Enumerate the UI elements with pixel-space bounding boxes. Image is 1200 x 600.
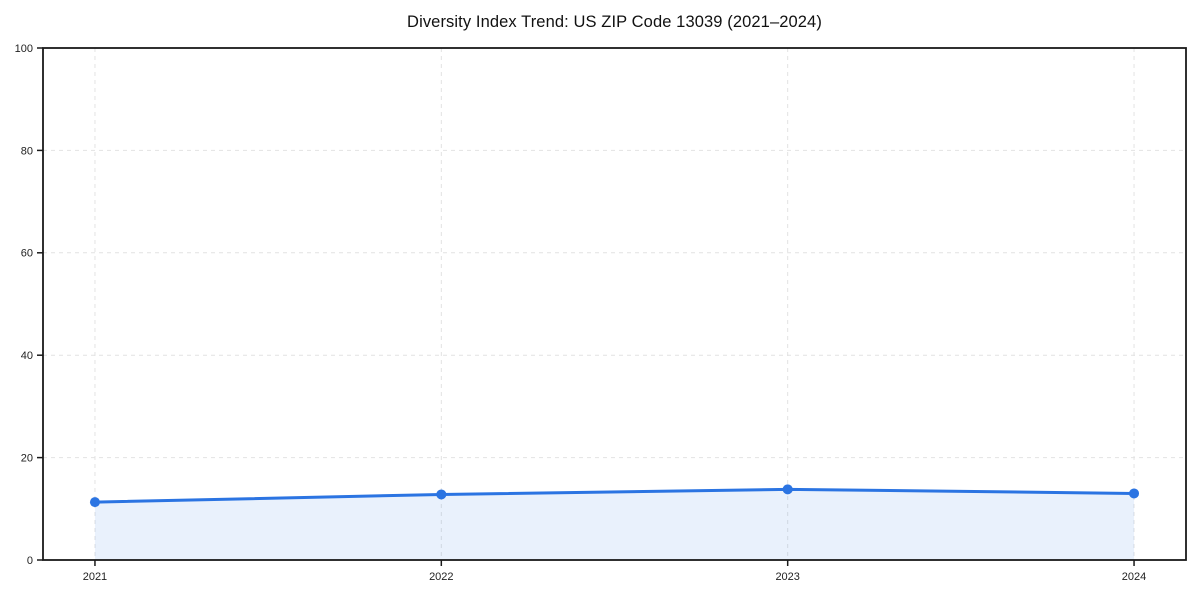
data-point-2024 <box>1129 488 1140 499</box>
data-point-2021 <box>89 497 100 508</box>
y-tick-label: 60 <box>21 248 33 260</box>
data-point-2022 <box>436 489 447 500</box>
y-tick-label: 20 <box>21 452 33 464</box>
x-tick-label: 2022 <box>429 571 453 583</box>
y-tick-label: 40 <box>21 350 33 362</box>
plot-border <box>42 47 1187 561</box>
chart-title: Diversity Index Trend: US ZIP Code 13039… <box>407 13 822 31</box>
trend-line <box>93 487 1136 504</box>
x-tick-label: 2021 <box>83 571 107 583</box>
data-point-2023 <box>782 484 793 495</box>
x-tick-label: 2024 <box>1122 571 1146 583</box>
plot-background <box>43 48 1186 560</box>
x-tick-label: 2023 <box>775 571 799 583</box>
y-tick-label: 80 <box>21 145 33 157</box>
area-fill <box>94 489 1135 560</box>
y-tick-label: 100 <box>15 43 33 55</box>
y-tick-label: 0 <box>27 555 33 567</box>
